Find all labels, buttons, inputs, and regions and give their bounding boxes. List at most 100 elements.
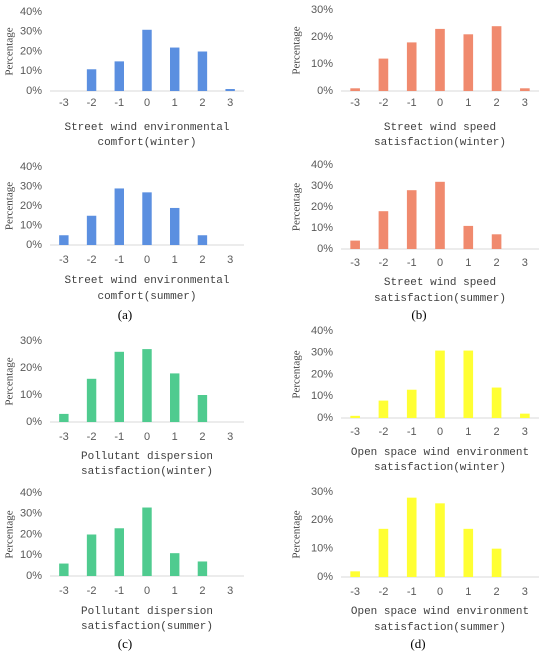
y-tick-label: 10% [20, 219, 42, 231]
y-axis-title: Percentage [4, 27, 16, 75]
x-tick-label: -2 [87, 97, 97, 109]
x-tick-label: -2 [379, 586, 389, 598]
x-axis-title: comfort(summer) [97, 291, 196, 303]
y-axis-title: Percentage [4, 357, 16, 405]
x-tick-label: -1 [407, 97, 417, 109]
x-tick-label: 1 [465, 586, 471, 598]
x-tick-label: 3 [227, 585, 233, 597]
x-tick-label: -2 [379, 97, 389, 109]
bar [350, 240, 360, 249]
y-tick-label: 30% [311, 180, 333, 192]
bar [378, 400, 389, 418]
y-tick-label: 40% [311, 159, 333, 171]
y-tick-label: 20% [311, 31, 333, 43]
bar [435, 503, 445, 577]
y-axis-title: Percentage [291, 183, 303, 231]
x-tick-label: -3 [350, 426, 360, 438]
bar [520, 88, 530, 91]
y-axis-title: Percentage [291, 510, 303, 558]
y-tick-label: 10% [311, 543, 333, 555]
x-tick-label: 2 [494, 97, 500, 109]
bar [197, 395, 208, 422]
x-tick-label: 2 [199, 254, 205, 266]
bar [520, 413, 530, 418]
x-tick-label: 0 [144, 254, 150, 266]
bar [406, 497, 417, 577]
x-tick-label: -2 [87, 431, 97, 443]
bar [170, 207, 180, 245]
x-tick-label: -1 [114, 431, 124, 443]
x-axis-title: Street wind environmental [64, 275, 229, 287]
x-tick-label: 3 [227, 97, 233, 109]
x-tick-label: 2 [494, 586, 500, 598]
y-tick-label: 20% [311, 514, 333, 526]
x-tick-label: -2 [87, 585, 97, 597]
y-tick-label: 40% [20, 161, 42, 173]
bar [197, 561, 208, 576]
y-tick-label: 20% [20, 200, 42, 212]
bar [350, 88, 360, 91]
y-axis-title: Percentage [4, 182, 16, 230]
x-tick-label: 3 [522, 257, 528, 269]
x-tick-label: 0 [437, 426, 443, 438]
x-tick-label: -3 [59, 254, 69, 266]
x-tick-label: 1 [172, 585, 178, 597]
x-tick-label: -3 [59, 431, 69, 443]
y-tick-label: 40% [20, 6, 42, 18]
bar [491, 548, 502, 577]
bar [59, 235, 69, 245]
x-tick-label: 1 [172, 97, 178, 109]
y-tick-label: 10% [311, 390, 333, 402]
bar [463, 225, 474, 249]
bar [406, 42, 417, 91]
x-tick-label: -1 [407, 426, 417, 438]
y-tick-label: 0% [26, 416, 42, 428]
x-tick-label: 2 [494, 257, 500, 269]
x-axis-title: satisfaction(winter) [374, 462, 506, 474]
y-tick-label: 0% [26, 570, 42, 582]
x-axis-title: Pollutant dispersion [81, 451, 213, 463]
x-axis-title: Pollutant dispersion [81, 606, 213, 618]
panel-label: (d) [410, 636, 425, 651]
x-axis-title: comfort(winter) [97, 137, 196, 149]
x-tick-label: 3 [227, 254, 233, 266]
x-axis-title: satisfaction(summer) [374, 293, 506, 305]
y-tick-label: 30% [311, 486, 333, 498]
x-tick-label: 2 [199, 585, 205, 597]
bar [86, 378, 97, 422]
bar [142, 29, 152, 91]
y-tick-label: 20% [20, 528, 42, 540]
bar [142, 507, 152, 576]
x-tick-label: 0 [144, 431, 150, 443]
y-tick-label: 0% [317, 243, 333, 255]
x-tick-label: 2 [199, 97, 205, 109]
bar [350, 415, 360, 418]
bar [114, 528, 124, 576]
x-tick-label: 3 [522, 586, 528, 598]
y-tick-label: 0% [317, 571, 333, 583]
x-tick-label: -2 [379, 257, 389, 269]
y-tick-label: 30% [20, 180, 42, 192]
y-tick-label: 20% [311, 201, 333, 213]
y-axis-title: Percentage [291, 26, 303, 74]
bar [59, 563, 69, 576]
panel-label: (c) [118, 636, 132, 651]
y-tick-label: 20% [20, 45, 42, 57]
bar [86, 534, 97, 576]
x-tick-label: 3 [227, 431, 233, 443]
x-tick-label: 0 [144, 97, 150, 109]
x-tick-label: -1 [114, 254, 124, 266]
x-tick-label: 1 [465, 426, 471, 438]
bar [142, 192, 152, 245]
x-axis-title: Open space wind environment [351, 447, 529, 459]
x-tick-label: -3 [350, 586, 360, 598]
x-tick-label: -2 [379, 426, 389, 438]
bar [491, 26, 502, 92]
y-axis-title: Percentage [4, 510, 16, 558]
y-tick-label: 10% [311, 222, 333, 234]
x-tick-label: -1 [114, 585, 124, 597]
bar [435, 28, 445, 91]
bar [378, 528, 389, 577]
x-axis-title: satisfaction(summer) [81, 621, 213, 633]
y-tick-label: 10% [20, 549, 42, 561]
